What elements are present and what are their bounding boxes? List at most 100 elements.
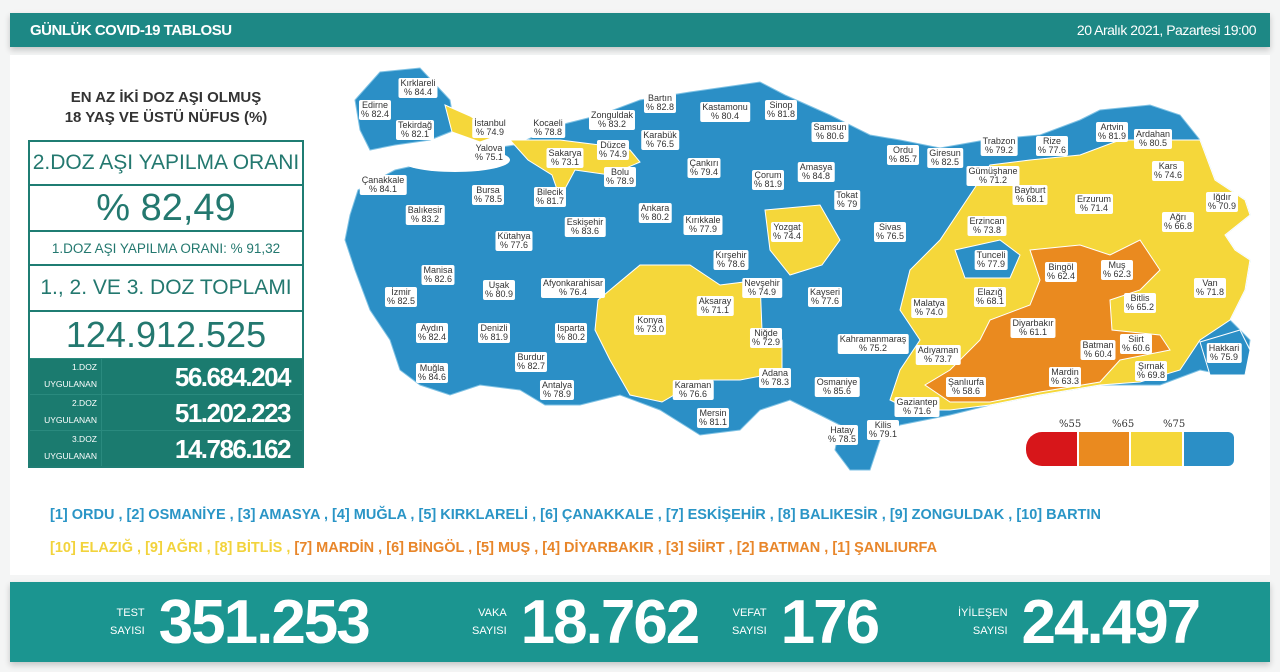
- province-value: % 81.8: [766, 109, 796, 119]
- stat-test: TEST SAYISI 351.253: [110, 582, 371, 662]
- ranking-item: [4] DİYARBAKIR: [542, 540, 654, 556]
- ranking-item: [10] ELAZIĞ: [50, 540, 133, 556]
- province-value: % 73.1: [550, 157, 580, 167]
- province-value: % 84.6: [417, 372, 447, 382]
- province-label: Adana% 78.3: [758, 368, 792, 388]
- province-label: Artvin% 81.9: [1095, 122, 1129, 142]
- province-value: % 77.9: [976, 259, 1006, 269]
- province-name: Sakarya: [548, 148, 582, 158]
- province-label: Mardin% 63.3: [1048, 367, 1082, 387]
- province-name: Burdur: [517, 352, 545, 362]
- province-label: Kırıkkale% 77.9: [683, 215, 723, 235]
- province-name: Ankara: [640, 203, 670, 213]
- province-name: Bolu: [610, 167, 629, 177]
- province-name: Erzincan: [969, 216, 1005, 226]
- province-value: % 80.2: [556, 332, 586, 342]
- province-value: % 82.4: [417, 332, 447, 342]
- ranking-item: [4] MUĞLA: [332, 507, 407, 523]
- province-name: Çanakkale: [361, 175, 405, 185]
- province-name: Niğde: [754, 328, 778, 338]
- province-name: Edirne: [361, 100, 388, 110]
- province-name: Ağrı: [1169, 212, 1187, 222]
- province-label: Bingöl% 62.4: [1044, 262, 1078, 282]
- province-value: % 62.4: [1046, 271, 1076, 281]
- ranking-item: [1] ŞANLIURFA: [832, 540, 938, 556]
- stat-recovered: İYİLEŞEN SAYISI 24.497: [958, 582, 1201, 662]
- province-name: Iğdır: [1212, 192, 1231, 202]
- province-label: Kırklareli% 84.4: [398, 78, 438, 98]
- province-name: Batman: [1082, 340, 1114, 350]
- total-doses-value: 124.912.525: [65, 314, 267, 355]
- ranking-item: [6] BİNGÖL: [386, 540, 465, 556]
- province-label: Edirne% 82.4: [358, 100, 392, 120]
- province-label: Batman% 60.4: [1080, 340, 1116, 360]
- province-label: Amasya% 84.8: [797, 162, 835, 182]
- province-label: Adıyaman% 73.7: [915, 345, 961, 365]
- province-label: Bolu% 78.9: [603, 167, 637, 187]
- province-value: % 72.9: [751, 337, 781, 347]
- province-label: Kastamonu% 80.4: [700, 102, 750, 122]
- province-label: Bursa% 78.5: [471, 185, 505, 205]
- province-value: % 77.6: [810, 296, 840, 306]
- dose-row: 1.DOZ UYGULANAN 56.684.204: [30, 358, 302, 394]
- province-label: Sivas% 76.5: [873, 222, 907, 242]
- province-value: % 62.3: [1102, 269, 1132, 279]
- separator: ,: [765, 507, 778, 523]
- province-name: İstanbul: [474, 118, 506, 128]
- province-name: Artvin: [1100, 122, 1124, 132]
- dose1-rate: 1.DOZ AŞI YAPILMA ORANI: % 91,32: [30, 232, 302, 266]
- page-title: GÜNLÜK COVID-19 TABLOSU: [30, 21, 232, 39]
- legend-label: %55: [1059, 419, 1082, 430]
- province-name: Kırşehir: [715, 250, 747, 260]
- province-value: % 80.5: [1138, 138, 1168, 148]
- stat-label: VAKA: [478, 607, 507, 619]
- province-value: % 84.1: [368, 184, 398, 194]
- province-label: Van% 71.8: [1193, 278, 1227, 298]
- province-value: % 63.3: [1050, 376, 1080, 386]
- province-name: Çankırı: [689, 158, 719, 168]
- stat-label: TEST: [116, 607, 145, 619]
- stat-label-sub: SAYISI: [732, 625, 767, 637]
- province-label: Samsun% 80.6: [811, 122, 849, 142]
- province-name: Sinop: [769, 100, 793, 110]
- separator: ,: [653, 540, 666, 556]
- province-value: % 82.1: [400, 129, 430, 139]
- dose-label: 3.DOZ: [71, 434, 97, 444]
- province-label: Isparta% 80.2: [554, 323, 588, 343]
- province-label: Uşak% 80.9: [482, 280, 516, 300]
- province-value: % 76.5: [875, 231, 905, 241]
- province-value: % 74.4: [772, 231, 802, 241]
- separator: ,: [114, 507, 127, 523]
- province-value: % 83.2: [410, 214, 440, 224]
- province-label: İstanbul% 74.9: [472, 118, 508, 138]
- province-label: Gaziantep% 71.6: [894, 397, 940, 417]
- province-name: Aksaray: [698, 296, 732, 306]
- province-value: % 61.1: [1018, 327, 1048, 337]
- province-value: % 79.4: [689, 167, 719, 177]
- province-label: Çanakkale% 84.1: [359, 175, 407, 195]
- province-value: % 71.8: [1195, 287, 1225, 297]
- province-value: % 81.9: [479, 332, 509, 342]
- province-name: Tunceli: [976, 250, 1006, 260]
- province-value: % 76.5: [645, 139, 675, 149]
- province-value: % 83.2: [597, 119, 627, 129]
- province-name: Tokat: [836, 190, 858, 200]
- total-doses-label: 1., 2. VE 3. DOZ TOPLAMI: [30, 266, 302, 312]
- province-value: % 75.9: [1209, 352, 1239, 362]
- province-label: Kahramanmaraş% 75.2: [837, 334, 909, 354]
- dose-value: 14.786.162: [174, 434, 292, 464]
- stat-value: 176: [780, 587, 880, 657]
- province-name: Elazığ: [977, 287, 1003, 297]
- province-name: Kayseri: [809, 287, 841, 297]
- province-name: Gümüşhane: [968, 166, 1018, 176]
- province-name: Hakkari: [1208, 343, 1240, 353]
- province-value: % 60.6: [1121, 343, 1151, 353]
- province-value: % 82.8: [645, 102, 675, 112]
- province-name: Kilis: [874, 420, 892, 430]
- province-value: % 71.1: [700, 305, 730, 315]
- province-value: % 74.0: [914, 307, 944, 317]
- separator: ,: [464, 540, 477, 556]
- province-name: Mersin: [699, 408, 727, 418]
- stat-label: İYİLEŞEN: [958, 607, 1008, 619]
